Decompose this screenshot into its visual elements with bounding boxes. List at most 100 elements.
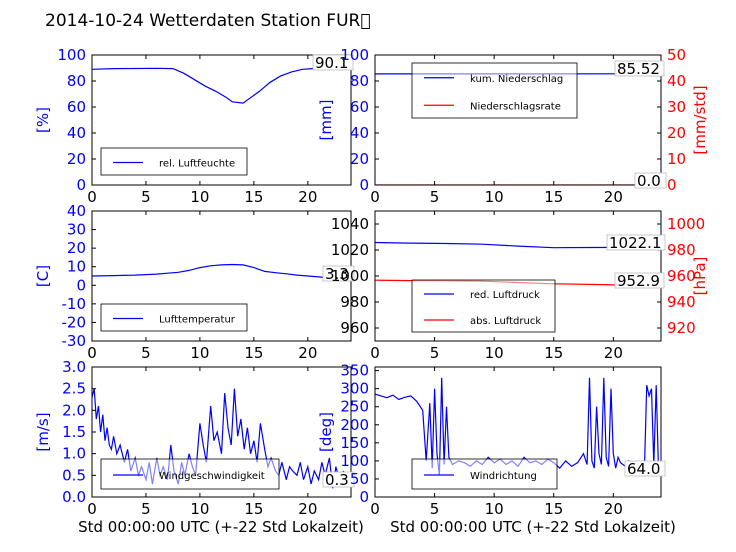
y-tick-label: 40 — [350, 124, 369, 142]
x-tick-label: 20 — [604, 344, 623, 362]
y-tick-label: 100 — [340, 452, 369, 470]
y-tick-label: -30 — [62, 332, 87, 350]
chart-panel-6: 0 5 10 15 20050100150200250300350[deg]Windri… — [317, 362, 666, 518]
y2-tick-label: 1000 — [667, 215, 705, 233]
y-tick-label: 2.0 — [62, 401, 86, 419]
legend-label: red. Luftdruck — [470, 290, 540, 301]
y2-axis-label: [mm/std] — [691, 85, 709, 154]
y-tick-label: 0 — [76, 276, 86, 294]
y-tick-label: 200 — [340, 416, 369, 434]
legend-box — [411, 458, 558, 490]
x-tick-label: 20 — [298, 188, 317, 206]
y-tick-label: 350 — [340, 362, 369, 380]
plot-frame — [91, 54, 352, 186]
x-axis-label-right: Std 00:00:00 UTC (+-22 Std Lokalzeit) — [390, 518, 676, 536]
y-tick-label: 20 — [350, 150, 369, 168]
y2-tick-label: 980 — [667, 241, 696, 259]
y2-tick-label: 940 — [667, 293, 696, 311]
y-tick-label: 60 — [67, 98, 86, 116]
y-tick-label: 1040 — [331, 215, 369, 233]
last-value-label: 952.9 — [617, 272, 660, 290]
x-tick-label: 15 — [244, 344, 263, 362]
x-tick-label: 5 — [430, 344, 440, 362]
x-tick-label: 0 — [87, 188, 97, 206]
x-tick-label: 20 — [604, 500, 623, 518]
y-axis-label: [C] — [34, 265, 52, 287]
y-tick-label: 30 — [67, 221, 86, 239]
y-axis-label: [%] — [34, 107, 52, 133]
last-value-label: 85.52 — [617, 60, 660, 78]
y-axis-label: [m/s] — [34, 412, 52, 451]
x-tick-label: 10 — [190, 344, 209, 362]
y-tick-label: 40 — [67, 124, 86, 142]
last-value-label: 3.3 — [325, 265, 349, 283]
x-tick-label: 0 — [370, 188, 380, 206]
x-tick-label: 15 — [244, 500, 263, 518]
x-tick-label: 15 — [544, 500, 563, 518]
x-tick-label: 10 — [485, 344, 504, 362]
last-value-box — [614, 60, 665, 77]
x-tick-label: 20 — [604, 188, 623, 206]
y-tick-label: 980 — [340, 293, 369, 311]
y2-tick-label: 960 — [667, 267, 696, 285]
y-axis-label: [mm] — [317, 100, 335, 141]
y-tick-label: -10 — [62, 295, 87, 313]
y-tick-label: 150 — [340, 434, 369, 452]
y2-tick-label: 0 — [667, 176, 677, 194]
series-line-1 — [92, 67, 349, 104]
last-value-label: 0.3 — [325, 471, 349, 489]
legend-label: Niederschlagsrate — [470, 101, 561, 112]
last-value-label: 0.0 — [637, 172, 661, 190]
y-tick-label: 250 — [340, 398, 369, 416]
y2-tick-label: 30 — [667, 98, 686, 116]
last-value-box — [322, 265, 355, 282]
last-value-label: 90.1 — [315, 54, 348, 72]
y-tick-label: 300 — [340, 380, 369, 398]
y-tick-label: 1000 — [331, 267, 369, 285]
y-tick-label: 100 — [57, 46, 86, 64]
legend-label: kum. Niederschlag — [470, 74, 563, 85]
x-tick-label: 5 — [430, 500, 440, 518]
x-tick-label: 5 — [141, 188, 151, 206]
y-tick-label: 1020 — [331, 241, 369, 259]
y2-tick-label: 10 — [667, 150, 686, 168]
x-tick-label: 5 — [430, 188, 440, 206]
y-tick-label: -20 — [62, 313, 87, 331]
y2-axis-label: [hPa] — [691, 257, 709, 296]
x-tick-label: 15 — [544, 344, 563, 362]
last-value-box — [614, 272, 665, 289]
y-tick-label: 20 — [67, 239, 86, 257]
chart-panel-5: 0 5 10 15 20 0.0 0.5 1.0 1.5 2.0 2.5 3.0 [m/s] Windge… — [34, 358, 355, 518]
y-tick-label: 1.0 — [62, 445, 86, 463]
legend-label: Windrichtung — [470, 471, 537, 482]
y-tick-label: 0.0 — [62, 488, 86, 506]
last-value-box — [312, 54, 354, 71]
chart-panel-4: 0 5 10 15 20 960 980 1000 1020 1040 920 940 960 980 10… — [331, 210, 709, 362]
y-tick-label: 50 — [350, 470, 369, 488]
x-tick-label: 5 — [141, 344, 151, 362]
y2-tick-label: 920 — [667, 319, 696, 337]
legend-label: rel. Luftfeuchte — [159, 159, 235, 170]
x-tick-label: 0 — [87, 344, 97, 362]
x-axis-label-left: Std 00:00:00 UTC (+-22 Std Lokalzeit) — [78, 518, 364, 536]
x-tick-label: 10 — [485, 188, 504, 206]
x-tick-label: 0 — [370, 344, 380, 362]
last-value-label: 1022.1 — [609, 234, 662, 252]
legend-label: abs. Luftdruck — [470, 316, 541, 327]
last-value-box — [322, 471, 355, 488]
y-tick-label: 0 — [76, 176, 86, 194]
legend-label: Windgeschwindigkeit — [159, 471, 265, 482]
legend-box — [100, 147, 248, 176]
x-tick-label: 0 — [87, 500, 97, 518]
y2-tick-label: 50 — [667, 46, 686, 64]
y-axis-label: [deg] — [317, 412, 335, 452]
x-tick-label: 10 — [190, 500, 209, 518]
legend-label: Lufttemperatur — [159, 315, 236, 326]
figure-title: 2014-10-24 Wetterdaten Station FUR  — [45, 11, 371, 31]
chart-panel-1: 0 5 10 15 20 0 20 40 60 80 100 [%] rel. Luftfeuchte 9… — [34, 46, 354, 206]
x-tick-label: 10 — [485, 500, 504, 518]
legend-box — [100, 458, 280, 490]
y2-tick-label: 40 — [667, 72, 686, 90]
x-tick-label: 15 — [244, 188, 263, 206]
